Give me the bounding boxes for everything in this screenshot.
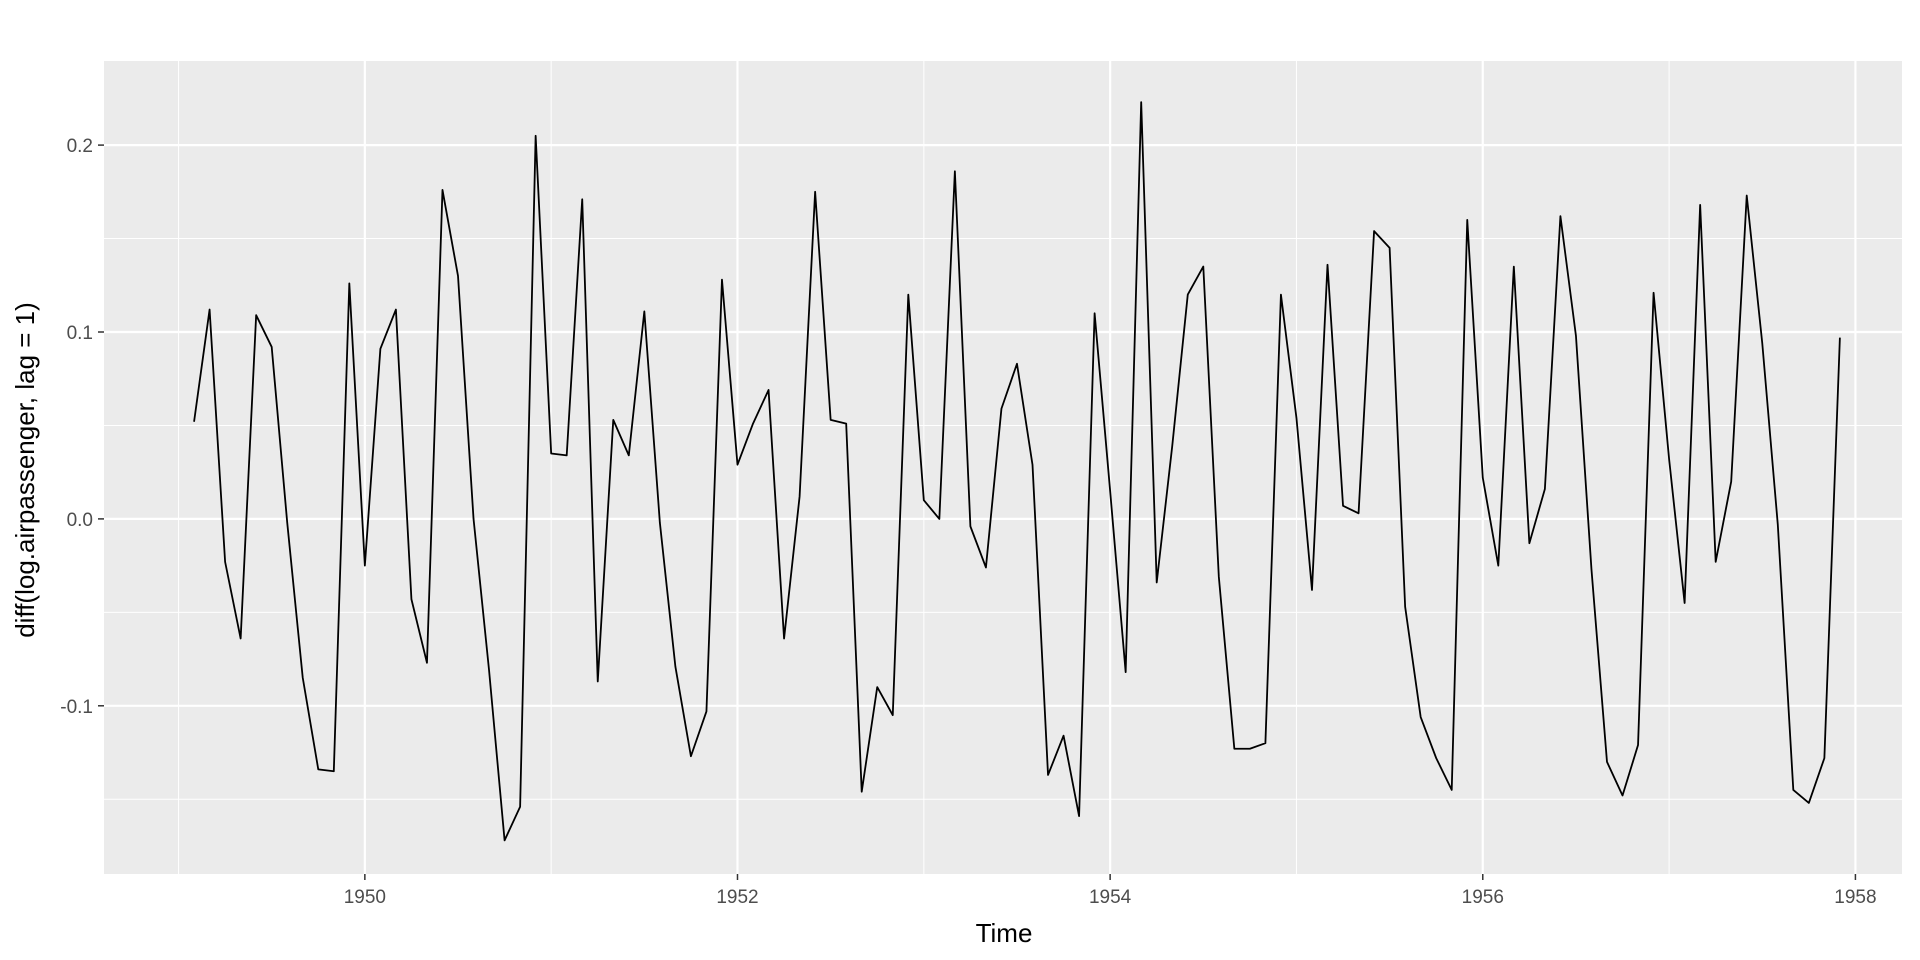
y-tick-label: 0.1 xyxy=(67,323,93,344)
x-tick-label: 1954 xyxy=(1089,887,1132,908)
y-tick-label: 0.2 xyxy=(67,136,93,157)
series-layer xyxy=(193,101,1841,842)
minor-gridlines xyxy=(104,61,1902,874)
x-tick-label: 1956 xyxy=(1462,887,1504,908)
x-tick-label: 1950 xyxy=(344,887,386,908)
x-axis: 1950 1952 1954 1956 1958 xyxy=(344,874,1877,908)
plot-panel xyxy=(104,61,1902,874)
x-tick-label: 1952 xyxy=(716,887,758,908)
y-tick-label: 0.0 xyxy=(67,510,93,531)
y-axis-title: diff(log.airpassenger, lag = 1) xyxy=(10,302,40,638)
series-line xyxy=(193,101,1841,842)
x-axis-title: Time xyxy=(976,918,1033,948)
x-tick-label: 1958 xyxy=(1834,887,1876,908)
y-axis: -0.1 0.0 0.1 0.2 xyxy=(60,136,104,718)
y-tick-label: -0.1 xyxy=(60,697,93,718)
